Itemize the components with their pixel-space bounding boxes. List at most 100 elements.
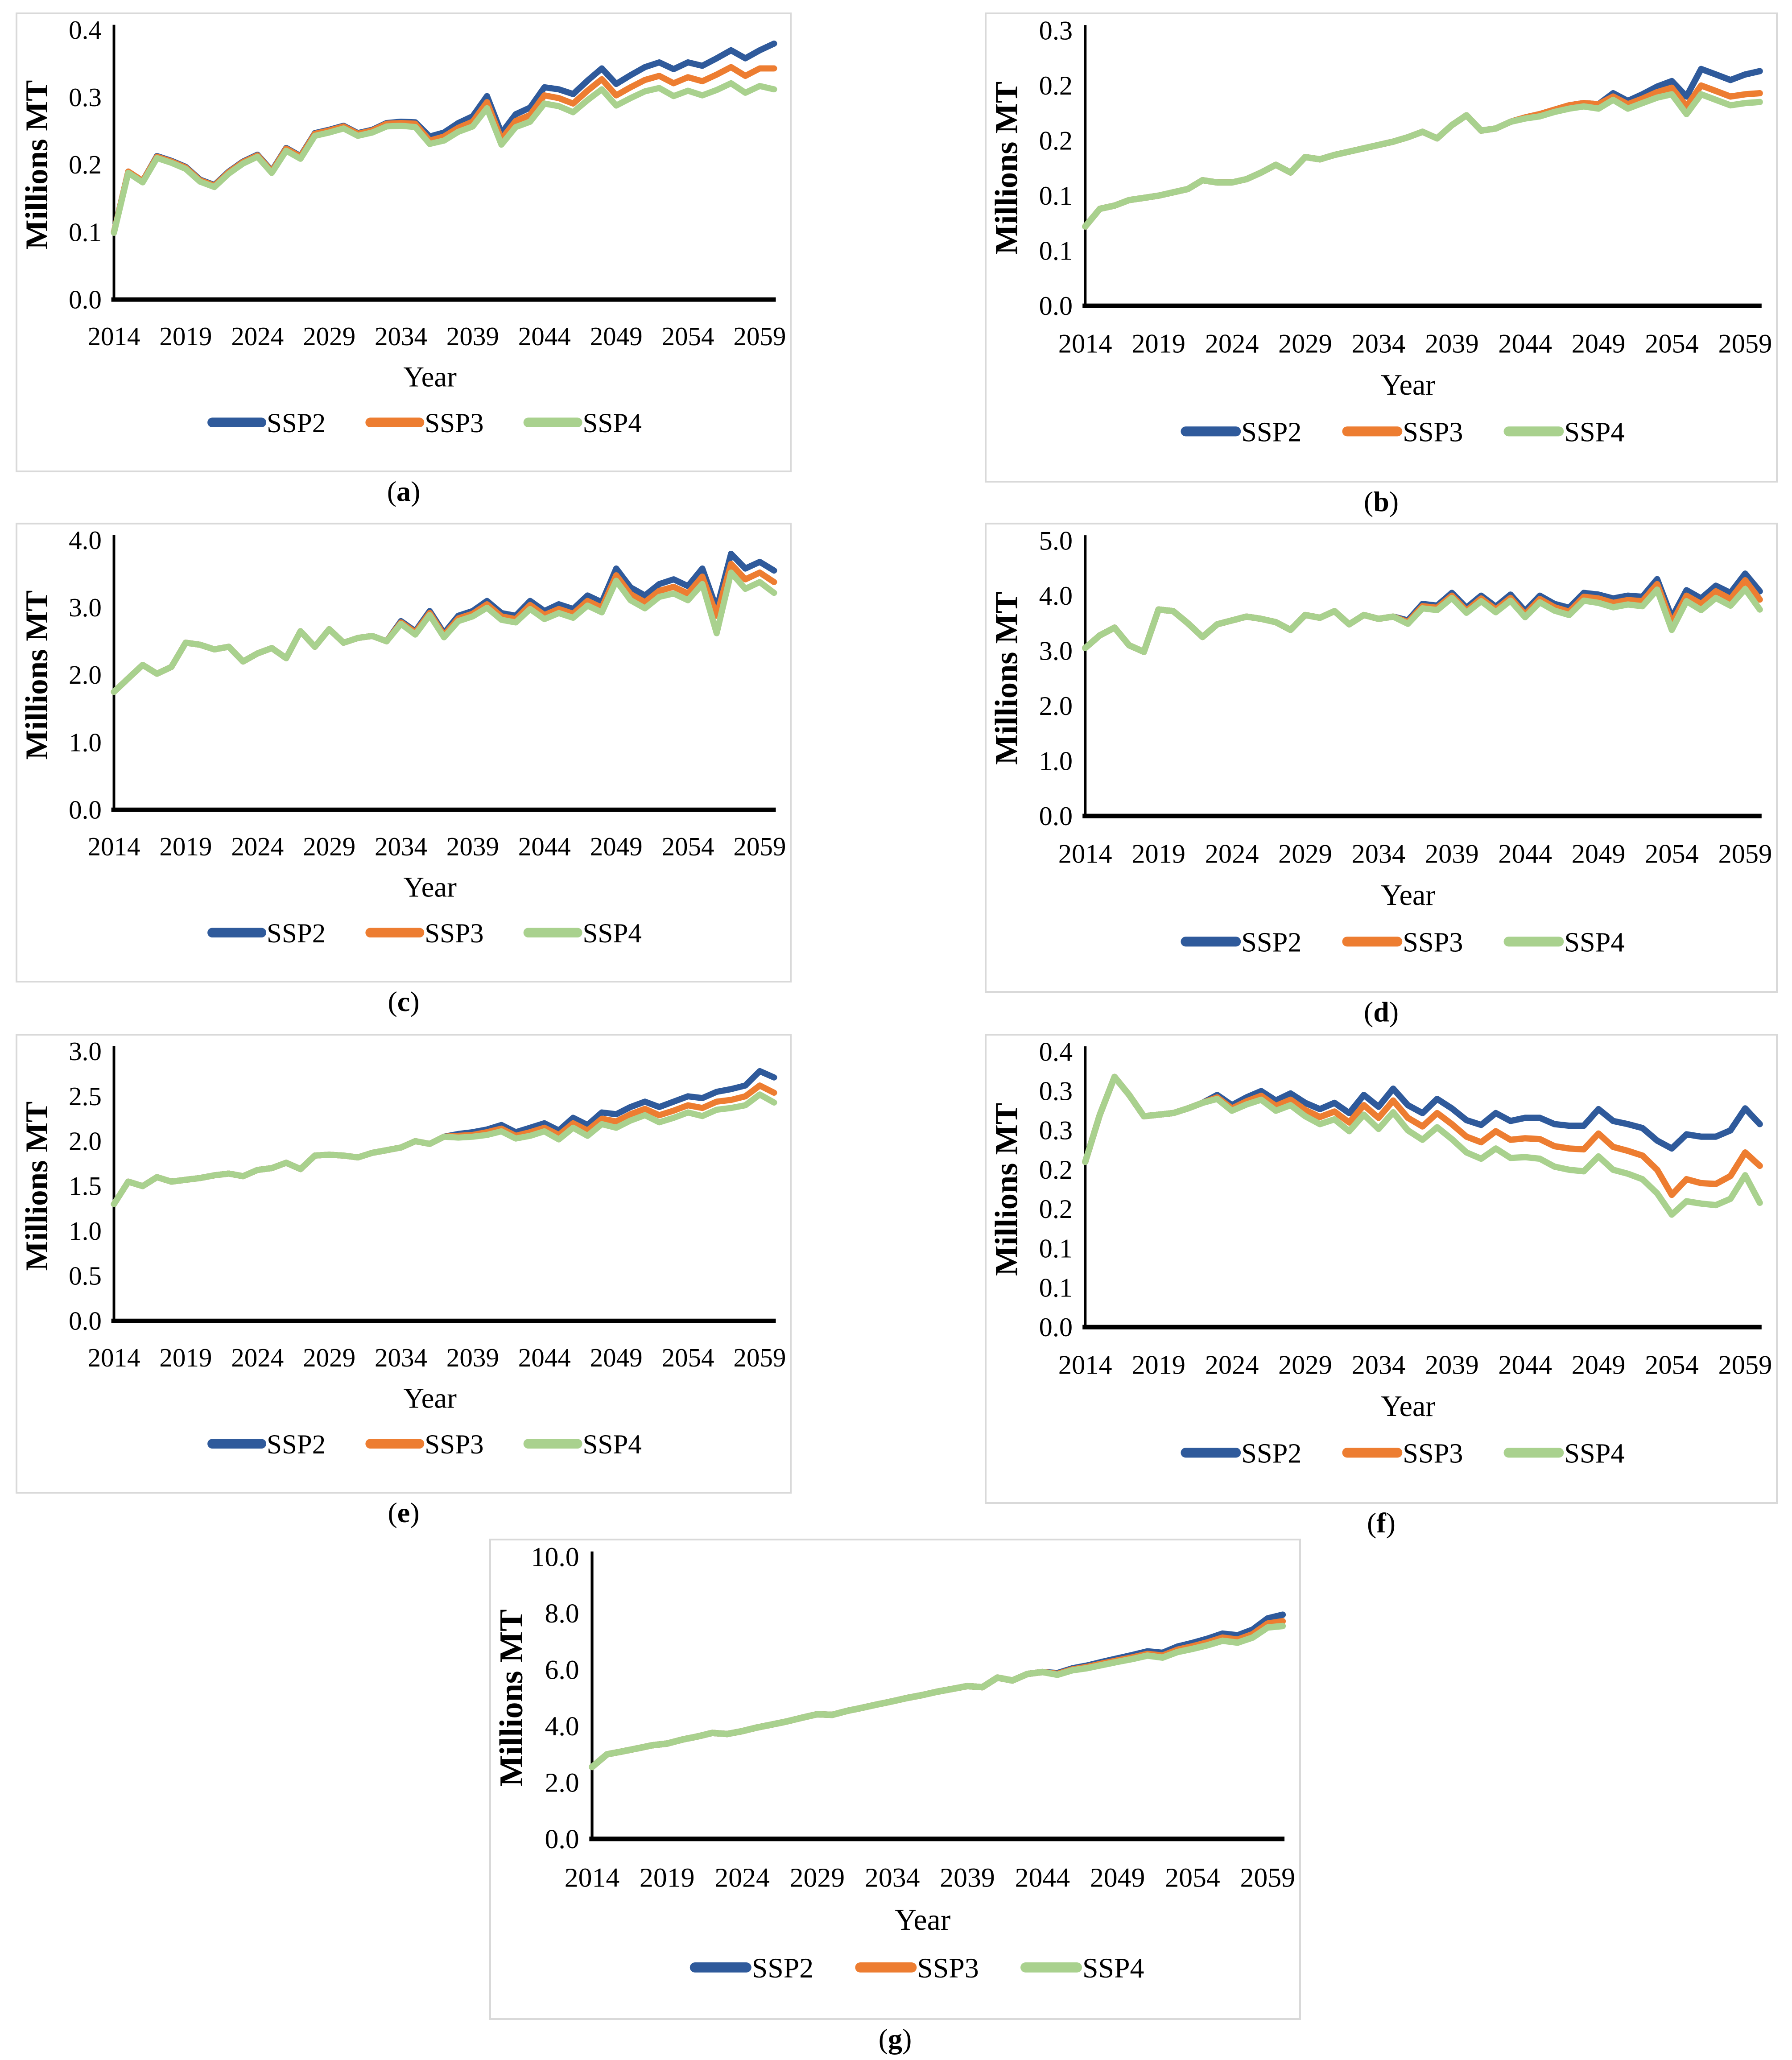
legend-label-ssp2: SSP2 xyxy=(752,1952,813,1984)
y-tick-label: 0.2 xyxy=(1039,1155,1073,1185)
x-tick-label: 2059 xyxy=(733,322,786,351)
chart-panel-b: 0.0 0.1 0.1 0.2 0.2 0.3 2014 2019 2024 2029 2034 20… xyxy=(985,12,1778,518)
caption-paren-open: ( xyxy=(388,986,397,1018)
y-tick-label: 0.1 xyxy=(1039,1234,1073,1263)
x-tick-label: 2054 xyxy=(1165,1862,1220,1893)
x-tick-label: 2039 xyxy=(446,322,499,351)
x-tick-label: 2054 xyxy=(661,322,714,351)
y-tick-label: 1.0 xyxy=(1039,746,1073,776)
y-tick-label: 0.0 xyxy=(1039,1313,1073,1342)
y-axis-title: Millions MT xyxy=(988,82,1024,255)
x-tick-label: 2049 xyxy=(1572,329,1626,359)
legend-label-ssp3: SSP3 xyxy=(1403,927,1463,958)
x-tick-label: 2039 xyxy=(1425,839,1479,869)
x-axis-title: Year xyxy=(1381,1390,1435,1423)
y-tick-label: 0.2 xyxy=(1039,71,1073,101)
y-tick-label: 4.0 xyxy=(1039,581,1073,611)
series-line-ssp4 xyxy=(1082,586,1763,655)
chart-svg-a: 0.0 0.1 0.2 0.3 0.4 2014 2019 2024 2029 2034 2039 2… xyxy=(20,15,786,438)
caption-paren-close: ) xyxy=(410,986,420,1018)
x-tick-label: 2014 xyxy=(87,322,140,351)
panel-caption-e: (e) xyxy=(16,1496,792,1529)
x-tick-label: 2029 xyxy=(790,1862,845,1893)
x-tick-label: 2054 xyxy=(661,832,714,861)
x-tick-label: 2049 xyxy=(1572,1350,1626,1380)
caption-paren-close: ) xyxy=(410,1497,420,1529)
x-tick-label: 2024 xyxy=(231,832,284,861)
chart-svg-b: 0.0 0.1 0.1 0.2 0.2 0.3 2014 2019 2024 2029 2034 20… xyxy=(988,16,1772,447)
y-tick-label: 0.2 xyxy=(69,150,102,179)
chart-svg-g: 0.0 2.0 4.0 6.0 8.0 10.0 2014 2019 2024 2029 2034 2… xyxy=(493,1542,1296,1984)
y-axis-title: Millions MT xyxy=(20,590,54,760)
x-tick-label: 2059 xyxy=(1718,329,1772,359)
legend-label-ssp4: SSP4 xyxy=(1564,927,1624,958)
y-tick-label: 2.0 xyxy=(545,1767,579,1798)
series-line-ssp4 xyxy=(111,80,777,236)
y-tick-label: 10.0 xyxy=(531,1542,579,1573)
x-tick-label: 2029 xyxy=(303,322,355,351)
y-tick-label: 1.5 xyxy=(69,1171,102,1201)
y-tick-label: 0.1 xyxy=(1039,181,1073,211)
x-tick-label: 2019 xyxy=(159,322,212,351)
y-tick-label: 2.5 xyxy=(69,1082,102,1111)
chart-panel-f: 0.0 0.1 0.1 0.2 0.2 0.3 0.3 0.4 2014 2019 2024 2029… xyxy=(985,1034,1778,1540)
x-tick-label: 2039 xyxy=(1425,1350,1479,1380)
y-tick-label: 4.0 xyxy=(545,1711,579,1742)
x-tick-label: 2059 xyxy=(1240,1862,1296,1893)
x-tick-label: 2029 xyxy=(1278,329,1332,359)
y-tick-label: 6.0 xyxy=(545,1655,579,1685)
x-tick-label: 2019 xyxy=(159,832,212,861)
x-tick-label: 2044 xyxy=(1498,329,1552,359)
chart-frame-c: 0.0 1.0 2.0 3.0 4.0 2014 2019 2024 2029 2034 2039 2… xyxy=(16,523,792,983)
legend-label-ssp4: SSP4 xyxy=(583,919,642,949)
x-tick-label: 2049 xyxy=(590,832,643,861)
x-tick-label: 2019 xyxy=(640,1862,695,1893)
y-tick-label: 0.2 xyxy=(1039,1194,1073,1224)
legend-label-ssp3: SSP3 xyxy=(917,1952,979,1984)
y-tick-label: 4.0 xyxy=(69,525,102,555)
panel-caption-f: (f) xyxy=(985,1507,1778,1540)
y-axis-title: Millions MT xyxy=(988,592,1024,765)
x-axis-title: Year xyxy=(403,361,457,393)
y-tick-label: 3.0 xyxy=(69,593,102,622)
legend-label-ssp4: SSP4 xyxy=(583,409,642,438)
x-tick-label: 2034 xyxy=(1352,1350,1406,1380)
caption-paren-close: ) xyxy=(1386,1507,1396,1539)
caption-paren-open: ( xyxy=(388,1497,397,1529)
legend-label-ssp3: SSP3 xyxy=(1403,417,1463,447)
x-tick-label: 2014 xyxy=(1058,839,1112,869)
series-line-ssp3 xyxy=(111,64,777,235)
panel-caption-b: (b) xyxy=(985,485,1778,518)
chart-frame-e: 0.0 0.5 1.0 1.5 2.0 2.5 3.0 2014 2019 2024 2029 203… xyxy=(16,1034,792,1494)
y-tick-label: 2.0 xyxy=(69,1127,102,1156)
legend-label-ssp2: SSP2 xyxy=(1241,1438,1301,1469)
y-tick-label: 0.1 xyxy=(69,217,102,247)
x-tick-label: 2049 xyxy=(590,322,643,351)
series-line-ssp4 xyxy=(111,1091,777,1207)
y-axis-title: Millions MT xyxy=(493,1609,530,1786)
series-line-ssp2 xyxy=(1082,1073,1763,1165)
caption-letter: e xyxy=(397,1497,410,1529)
x-tick-label: 2054 xyxy=(1645,1350,1699,1380)
y-tick-label: 0.0 xyxy=(69,285,102,314)
x-tick-label: 2049 xyxy=(1572,839,1626,869)
x-tick-label: 2049 xyxy=(1090,1862,1145,1893)
x-tick-label: 2024 xyxy=(1205,329,1259,359)
y-tick-label: 5.0 xyxy=(1039,526,1073,556)
y-axis-title: Millions MT xyxy=(988,1103,1024,1276)
chart-svg-d: 0.0 1.0 2.0 3.0 4.0 5.0 2014 2019 2024 2029 2034 20… xyxy=(988,526,1772,958)
x-tick-label: 2059 xyxy=(733,832,786,861)
chart-panel-g: 0.0 2.0 4.0 6.0 8.0 10.0 2014 2019 2024 2029 2034 2… xyxy=(489,1539,1301,2056)
caption-letter: a xyxy=(396,475,411,508)
x-tick-label: 2014 xyxy=(565,1862,620,1893)
y-tick-label: 0.0 xyxy=(1039,291,1073,321)
legend-label-ssp2: SSP2 xyxy=(1241,927,1301,958)
caption-paren-close: ) xyxy=(411,475,421,508)
legend-label-ssp3: SSP3 xyxy=(425,919,483,949)
caption-letter: c xyxy=(397,986,410,1018)
y-tick-label: 1.0 xyxy=(69,727,102,757)
y-tick-label: 3.0 xyxy=(69,1036,102,1066)
caption-paren-close: ) xyxy=(902,2023,912,2055)
y-tick-label: 0.4 xyxy=(69,15,102,45)
